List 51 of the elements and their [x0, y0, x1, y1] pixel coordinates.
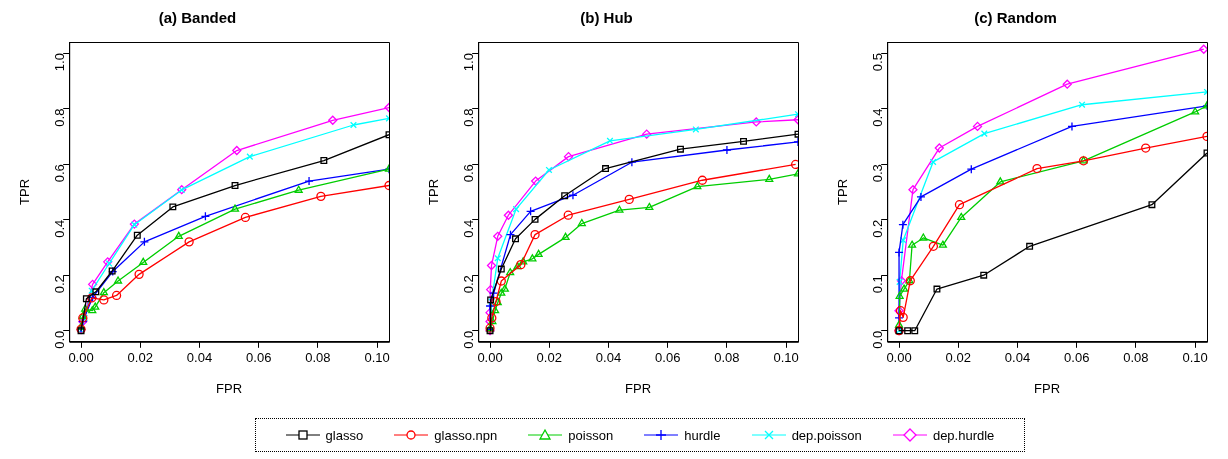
x-tick-label: 0.04: [186, 350, 213, 366]
x-tick-label: 0.02: [536, 350, 562, 366]
x-tick-label: 0.08: [1123, 350, 1149, 366]
legend-label: dep.poisson: [791, 427, 862, 443]
x-tick-label: 0.04: [1004, 350, 1031, 366]
y-tick-label: 0.6: [460, 164, 476, 183]
x-tick-label: 0.10: [364, 350, 390, 366]
x-tick-label: 0.06: [655, 350, 681, 366]
x-tick-label: 0.00: [477, 350, 503, 366]
legend-label: glasso.npn: [434, 427, 498, 443]
x-axis-title: FPR: [1034, 380, 1061, 396]
y-tick-label: 0.2: [869, 219, 885, 238]
legend-label: hurdle: [684, 427, 721, 443]
chart-title: (a) Banded: [158, 9, 237, 27]
x-tick-label: 0.02: [127, 350, 153, 366]
y-tick-label: 0.3: [869, 164, 885, 183]
x-tick-label: 0.08: [714, 350, 740, 366]
y-tick-label: 1.0: [51, 53, 67, 72]
y-tick-label: 0.2: [460, 275, 476, 294]
y-axis-title: TPR: [835, 178, 851, 205]
y-tick-label: 0.6: [51, 164, 67, 183]
y-tick-label: 0.0: [51, 330, 67, 349]
y-tick-label: 0.4: [460, 219, 476, 238]
legend-label: dep.hurdle: [932, 427, 995, 443]
y-tick-label: 0.8: [460, 108, 476, 127]
y-tick-label: 0.1: [869, 275, 885, 294]
x-tick-label: 0.10: [1182, 350, 1208, 366]
y-tick-label: 0.2: [51, 275, 67, 294]
chart-title: (b) Hub: [580, 9, 633, 27]
x-tick-label: 0.06: [1064, 350, 1090, 366]
y-axis-title: TPR: [426, 178, 442, 205]
y-tick-label: 0.5: [869, 53, 885, 72]
x-tick-label: 0.08: [305, 350, 331, 366]
y-tick-label: 0.0: [460, 330, 476, 349]
legend-label: glasso: [325, 427, 364, 443]
y-axis-title: TPR: [17, 178, 33, 205]
x-axis-title: FPR: [216, 380, 243, 396]
x-tick-label: 0.04: [595, 350, 622, 366]
legend-label: poisson: [568, 427, 614, 443]
y-tick-label: 1.0: [460, 53, 476, 72]
x-tick-label: 0.00: [886, 350, 912, 366]
y-tick-label: 0.0: [869, 330, 885, 349]
x-tick-label: 0.00: [68, 350, 94, 366]
y-tick-label: 0.4: [869, 108, 885, 127]
y-tick-label: 0.4: [51, 219, 67, 238]
x-tick-label: 0.10: [773, 350, 799, 366]
chart-title: (c) Random: [974, 9, 1057, 27]
x-axis-title: FPR: [625, 380, 652, 396]
x-tick-label: 0.06: [246, 350, 272, 366]
x-tick-label: 0.02: [945, 350, 971, 366]
y-tick-label: 0.8: [51, 108, 67, 127]
